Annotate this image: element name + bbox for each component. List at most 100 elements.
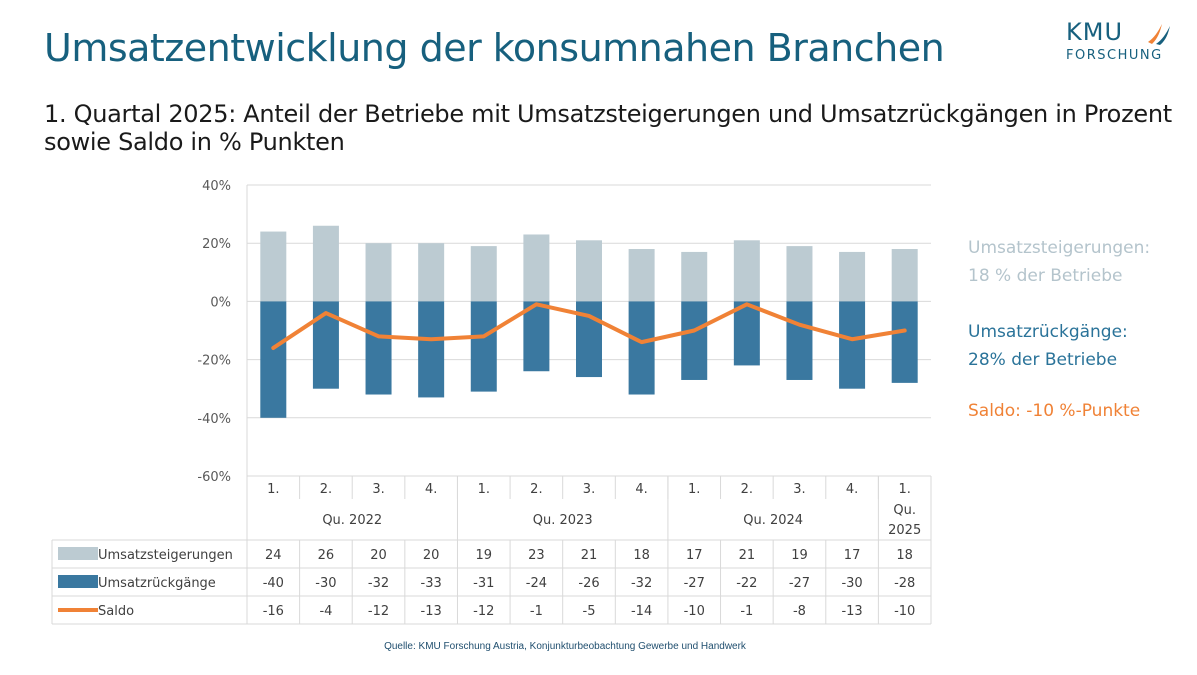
y-axis-ticks: 40% 20% 0% -20% -40% -60%: [197, 179, 231, 485]
data-label: 17: [686, 548, 703, 563]
saldo-line: [271, 302, 907, 350]
legend-note-up: Umsatzsteigerungen: 18 % der Betriebe: [968, 234, 1150, 290]
group-label: Qu.: [893, 503, 916, 518]
data-label: 17: [844, 548, 861, 563]
legend-label: Umsatzsteigerungen: [98, 548, 233, 563]
bar-umsatzsteigerungen: [891, 249, 918, 302]
bar-umsatzsteigerungen: [523, 234, 550, 302]
legend-swatch: [58, 575, 98, 588]
chart-bars: [260, 225, 918, 418]
y-tick-label: -40%: [197, 412, 231, 427]
data-label: -32: [368, 576, 389, 591]
x-tick-label: 1.: [688, 482, 700, 497]
data-label: -27: [789, 576, 810, 591]
data-label: -27: [684, 576, 705, 591]
y-tick-label: 40%: [202, 179, 231, 194]
data-label: 18: [633, 548, 650, 563]
kmu-forschung-logo: KMU FORSCHUNG: [1066, 18, 1176, 70]
y-tick-label: -60%: [197, 470, 231, 485]
x-tick-label: 1.: [898, 482, 910, 497]
bar-umsatzrueckgaenge: [681, 301, 708, 380]
x-tick-label: 3.: [583, 482, 595, 497]
legend-note-up-title: Umsatzsteigerungen:: [968, 238, 1151, 258]
data-table: Qu. 2022 Qu. 2023 Qu. 2024 Qu. 2025 1. 2. 3. 4. 1…: [51, 475, 932, 625]
bar-umsatzrueckgaenge: [891, 301, 918, 383]
bird-logo-icon: [1148, 24, 1170, 45]
group-label: Qu. 2023: [533, 513, 593, 528]
data-label: -28: [894, 576, 915, 591]
data-label: 19: [791, 548, 808, 563]
data-label: 24: [265, 548, 282, 563]
data-label: -26: [578, 576, 599, 591]
legend-label: Umsatzrückgänge: [98, 576, 216, 591]
data-label: -30: [841, 576, 862, 591]
bar-umsatzsteigerungen: [681, 251, 708, 302]
y-tick-label: -20%: [197, 354, 231, 369]
y-tick-label: 20%: [202, 237, 231, 252]
x-tick-label: 4.: [635, 482, 647, 497]
x-tick-label: 4.: [425, 482, 437, 497]
x-tick-label: 2.: [741, 482, 753, 497]
legend-label: Saldo: [98, 604, 134, 619]
data-label: 21: [581, 548, 598, 563]
data-label: -31: [473, 576, 494, 591]
legend-note-saldo: Saldo: -10 %-Punkte: [968, 401, 1141, 421]
data-label: -24: [526, 576, 547, 591]
data-label: -13: [421, 604, 442, 619]
bar-umsatzsteigerungen: [470, 246, 497, 302]
group-label: Qu. 2024: [743, 513, 803, 528]
data-label: 19: [475, 548, 492, 563]
data-label: 26: [318, 548, 335, 563]
bar-umsatzrueckgaenge: [628, 301, 655, 395]
legend-swatch: [58, 547, 98, 560]
data-label: -40: [263, 576, 284, 591]
data-label: -10: [894, 604, 915, 619]
legend-note-down-title: Umsatzrückgänge:: [968, 322, 1128, 342]
data-label: -30: [315, 576, 336, 591]
bar-umsatzsteigerungen: [365, 243, 392, 302]
data-label: -32: [631, 576, 652, 591]
chart-subtitle: 1. Quartal 2025: Anteil der Betriebe mit…: [44, 100, 1172, 156]
data-label: -12: [368, 604, 389, 619]
bar-umsatzrueckgaenge: [260, 301, 287, 418]
bar-umsatzsteigerungen: [786, 246, 813, 302]
x-tick-label: 1.: [267, 482, 279, 497]
data-label: 18: [896, 548, 913, 563]
legend-note-down: Umsatzrückgänge: 28% der Betriebe: [968, 318, 1128, 374]
x-tick-label: 1.: [478, 482, 490, 497]
group-label: 2025: [888, 523, 921, 538]
bar-umsatzrueckgaenge: [470, 301, 497, 392]
bar-umsatzsteigerungen: [418, 243, 445, 302]
bar-umsatzsteigerungen: [733, 240, 760, 302]
legend-note-down-value: 28% der Betriebe: [968, 350, 1118, 370]
data-label: -12: [473, 604, 494, 619]
x-tick-label: 3.: [372, 482, 384, 497]
data-label: -16: [263, 604, 284, 619]
x-tick-label: 2.: [530, 482, 542, 497]
data-label: 20: [423, 548, 440, 563]
x-tick-label: 3.: [793, 482, 805, 497]
data-label: -22: [736, 576, 757, 591]
data-label: -8: [793, 604, 806, 619]
logo-text-kmu: KMU: [1066, 18, 1124, 46]
data-label: 21: [739, 548, 756, 563]
page-title: Umsatzentwicklung der konsumnahen Branch…: [44, 26, 945, 70]
logo-text-forschung: FORSCHUNG: [1066, 48, 1163, 63]
source-note: Quelle: KMU Forschung Austria, Konjunktu…: [384, 641, 746, 652]
bar-umsatzsteigerungen: [260, 231, 287, 302]
legend-note-up-value: 18 % der Betriebe: [968, 266, 1123, 286]
x-tick-label: 2.: [320, 482, 332, 497]
bar-umsatzrueckgaenge: [418, 301, 445, 398]
data-label: -14: [631, 604, 652, 619]
data-label: -1: [740, 604, 753, 619]
data-label: -10: [684, 604, 705, 619]
bar-umsatzsteigerungen: [628, 249, 655, 302]
data-label: -33: [421, 576, 442, 591]
bar-umsatzrueckgaenge: [523, 301, 550, 372]
y-tick-label: 0%: [210, 295, 231, 310]
data-label: 20: [370, 548, 387, 563]
x-tick-label: 4.: [846, 482, 858, 497]
bar-umsatzrueckgaenge: [839, 301, 866, 389]
data-label: 23: [528, 548, 545, 563]
